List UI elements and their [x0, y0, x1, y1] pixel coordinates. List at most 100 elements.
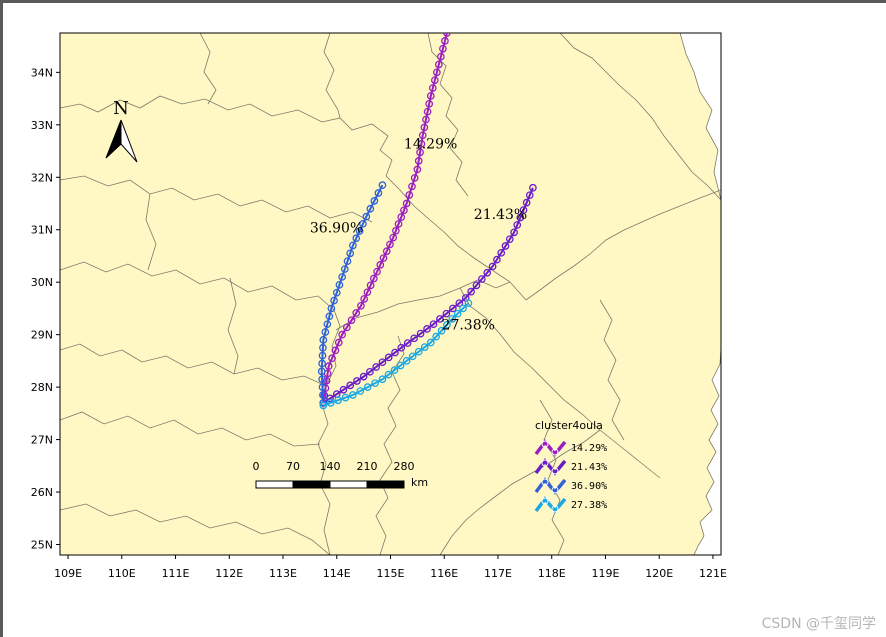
trajectory-point: [357, 301, 365, 310]
legend-swatch-icon: [534, 439, 567, 457]
x-tick-label: 118E: [538, 567, 566, 580]
trajectory-point: [416, 329, 425, 338]
border-line: [335, 279, 511, 331]
trajectory-point: [319, 391, 327, 399]
border-line: [60, 343, 327, 387]
legend-swatch-icon: [534, 496, 567, 514]
trajectory-point: [436, 315, 444, 323]
trajectory-point: [318, 351, 327, 360]
window-frame-top: [0, 0, 886, 3]
border-line: [459, 287, 661, 479]
trajectory-point: [467, 287, 475, 296]
trajectory-point: [366, 204, 375, 213]
border-line: [60, 95, 389, 137]
x-tick-label: 120E: [645, 567, 673, 580]
trajectory-point: [378, 375, 387, 384]
border-line: [60, 175, 373, 223]
trajectory-point: [400, 206, 408, 215]
legend-title: cluster4oula: [535, 419, 603, 432]
trajectory-point: [443, 33, 451, 37]
trajectory-point: [408, 352, 417, 361]
trajectory-point: [505, 235, 514, 244]
province-borders: [60, 33, 721, 555]
trajectory-annotations: 14.29% 21.43% 36.90% 27.38%: [310, 136, 527, 333]
scale-tick-label: 280: [394, 460, 415, 473]
trajectory-point: [342, 323, 351, 332]
sea-area: [679, 33, 721, 555]
trajectory-point: [362, 212, 371, 221]
trajectory-line: [322, 302, 470, 407]
trajectory-point: [347, 316, 356, 325]
scale-tick-label: 210: [357, 460, 378, 473]
x-axis: 109E 110E 111E 112E 113E 114E 115E 116E 117E 118E…: [54, 555, 727, 580]
trajectory-point: [428, 84, 437, 92]
scale-segment: [366, 480, 405, 489]
trajectory-percent-label: 14.29%: [404, 136, 457, 152]
scale-tick-label: 140: [320, 460, 341, 473]
trajectory-point: [396, 361, 405, 370]
legend-label: 21.43%: [571, 462, 607, 473]
trajectory-point: [378, 181, 387, 189]
trajectory-point: [366, 367, 374, 376]
trajectory-point: [335, 280, 344, 289]
trajectory-point: [356, 387, 365, 395]
border-line: [439, 429, 601, 555]
trajectory-point: [472, 281, 481, 290]
trajectory-point: [510, 228, 518, 237]
north-arrow: N: [105, 98, 138, 163]
scale-bar: 0 70 140 210 280 km: [253, 460, 429, 489]
trajectory-point: [334, 338, 343, 347]
trajectory-point: [376, 261, 385, 269]
trajectory-point: [426, 338, 435, 347]
legend-swatch-icon: [534, 477, 567, 495]
trajectory-point: [413, 165, 422, 174]
trajectory-point: [392, 226, 400, 235]
x-tick-label: 110E: [108, 567, 136, 580]
x-tick-label: 109E: [54, 567, 82, 580]
trajectory-point: [483, 268, 492, 277]
trajectory-point: [384, 370, 393, 379]
trajectory-point: [394, 220, 403, 228]
trajectory-point: [525, 191, 534, 200]
border-line: [599, 299, 625, 441]
legend-marker: [551, 505, 559, 513]
y-tick-label: 27N: [31, 434, 53, 447]
legend-label: 14.29%: [571, 443, 607, 454]
trajectory-point: [326, 399, 335, 407]
scale-tick-label: 0: [253, 460, 260, 473]
trajectory-point: [418, 131, 427, 140]
trajectory-point: [384, 353, 393, 362]
trajectory-percent-label: 21.43%: [474, 207, 527, 223]
trajectory-point: [390, 366, 399, 374]
trajectory-point: [372, 363, 381, 371]
trajectory-point: [437, 52, 445, 61]
trajectory-point: [416, 148, 424, 157]
trajectory-point: [493, 255, 501, 264]
trajectory-tracks: [317, 33, 537, 410]
trajectory-point: [382, 247, 391, 256]
trajectory-point: [429, 320, 438, 329]
trajectory-point: [359, 219, 367, 228]
trajectory-point: [430, 76, 439, 85]
trajectory-point: [326, 394, 334, 403]
legend-item: 14.29%: [534, 439, 607, 457]
trajectory-point: [433, 68, 441, 77]
trajectory-point: [497, 248, 506, 257]
trajectory-point: [516, 213, 525, 222]
trajectory-point: [417, 139, 426, 148]
trajectory-point: [439, 44, 447, 53]
trajectory-percent-label: 36.90%: [310, 220, 363, 236]
trajectory-point: [341, 393, 350, 402]
trajectory-point: [352, 309, 361, 317]
trajectory-point: [453, 309, 462, 318]
trajectory-point: [403, 339, 412, 347]
trajectory-point: [353, 377, 361, 385]
scale-segment: [292, 480, 331, 489]
trajectory-point: [330, 296, 338, 305]
trajectory-point: [435, 60, 443, 69]
trajectory-point: [410, 174, 419, 182]
trajectory-point: [425, 99, 434, 108]
trajectory-point: [318, 375, 326, 384]
legend-marker: [541, 440, 549, 448]
trajectory-point: [448, 315, 457, 323]
